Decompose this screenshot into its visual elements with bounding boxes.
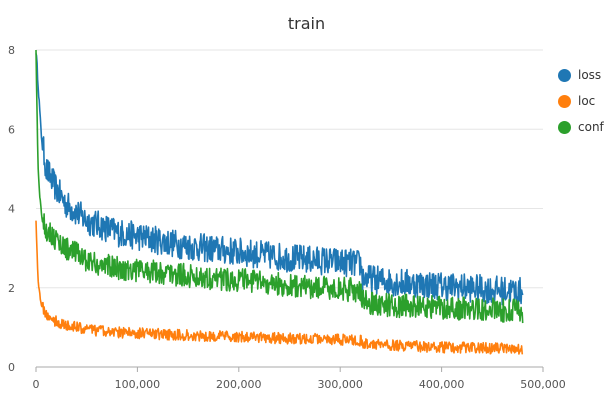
y-tick-label: 4: [8, 203, 15, 216]
legend-swatch-loss: [558, 68, 571, 82]
series-line-loss: [35, 53, 524, 306]
x-tick-label: 100,000: [115, 378, 161, 391]
y-tick-label: 6: [8, 123, 15, 136]
chart-title: train: [287, 14, 326, 33]
x-tick-label: 500,000: [520, 378, 566, 391]
y-tick-label: 8: [8, 44, 15, 57]
legend-swatch-loc: [558, 94, 571, 108]
legend-item-loss[interactable]: loss: [558, 62, 604, 88]
y-tick-label: 2: [8, 282, 15, 295]
legend-item-loc[interactable]: loc: [558, 88, 604, 114]
legend-label-loc: loc: [578, 94, 596, 108]
legend-label-conf: conf: [578, 120, 604, 134]
series-line-loc: [35, 220, 524, 355]
legend-item-conf[interactable]: conf: [558, 114, 604, 140]
x-tick-label: 200,000: [216, 378, 262, 391]
legend-swatch-conf: [558, 120, 571, 134]
x-tick-label: 300,000: [317, 378, 363, 391]
x-tick-label: 0: [33, 378, 40, 391]
legend-label-loss: loss: [578, 68, 602, 82]
y-tick-label: 0: [8, 361, 15, 374]
series-line-conf: [35, 49, 524, 324]
legend: loss loc conf: [558, 62, 604, 140]
x-tick-label: 400,000: [419, 378, 465, 391]
